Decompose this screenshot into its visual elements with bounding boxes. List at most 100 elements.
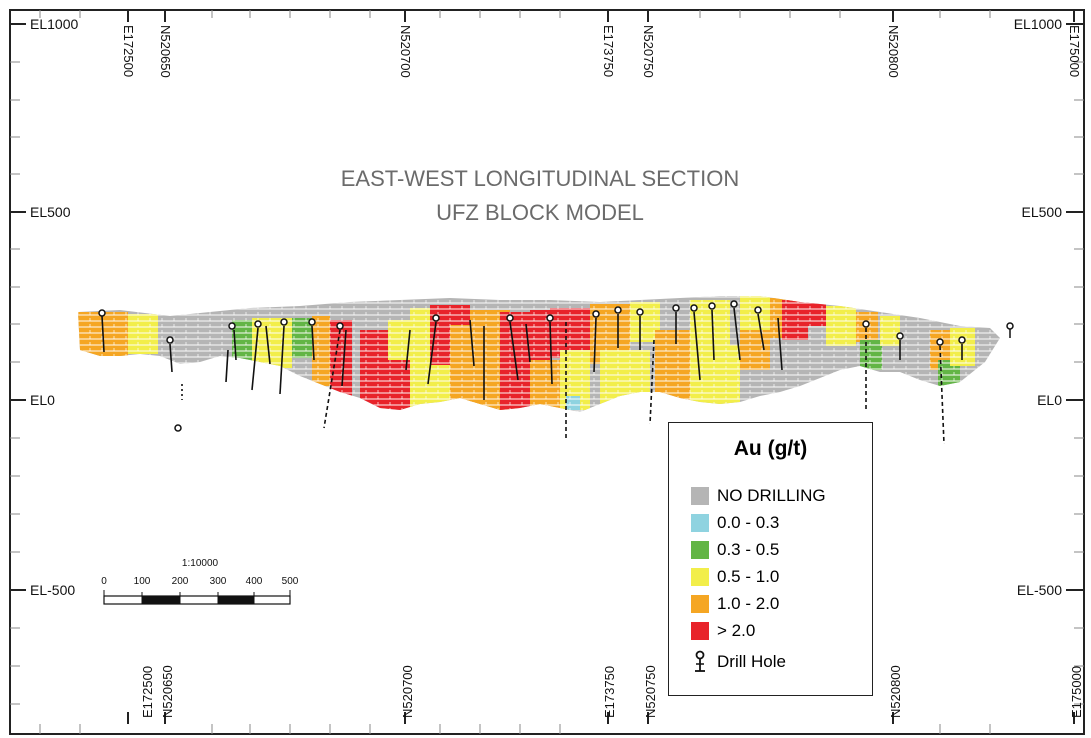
drill-trace (427, 321, 437, 385)
section-title: EAST-WEST LONGITUDINAL SECTION (341, 166, 740, 191)
legend-label: > 2.0 (717, 621, 756, 640)
drill-collar-icon (432, 314, 440, 322)
legend-label: 0.3 - 0.5 (717, 540, 780, 559)
legend: Au (g/t) NO DRILLING 0.0 - 0.3 0.3 - 0.5… (668, 422, 873, 696)
drill-collar-icon (166, 336, 174, 344)
legend-item-drill-hole: Drill Hole (691, 650, 786, 673)
el0-right-label: EL0 (1037, 392, 1062, 408)
block-model (78, 296, 1000, 412)
drill-collar-icon (254, 320, 262, 328)
legend-swatch (691, 595, 709, 613)
drill-collar-icon (754, 306, 762, 314)
bottom-n520750-label: N520750 (643, 665, 658, 718)
drill-trace (169, 343, 173, 373)
legend-swatch (691, 568, 709, 586)
drill-collar-icon (708, 302, 716, 310)
drill-trace (233, 329, 237, 361)
drill-trace (939, 345, 945, 445)
drill-trace (279, 325, 285, 395)
top-n520800-label: N520800 (886, 25, 901, 78)
drill-collars (98, 300, 1014, 432)
top-n520650-label: N520650 (158, 25, 173, 78)
drill-collar-icon (98, 309, 106, 317)
drill-trace (225, 349, 229, 383)
drill-trace (693, 311, 701, 381)
scale-ratio: 1:10000 (182, 558, 219, 569)
el0-left-label: EL0 (30, 392, 55, 408)
map-frame (9, 9, 1085, 735)
drill-trace (251, 327, 259, 391)
legend-swatch (691, 514, 709, 532)
legend-swatch (691, 541, 709, 559)
legend-label: 1.0 - 2.0 (717, 594, 780, 613)
drill-collar-icon (592, 310, 600, 318)
legend-item: > 2.0 (691, 620, 755, 642)
bottom-e175000-label: E175000 (1069, 666, 1084, 718)
legend-label: NO DRILLING (717, 486, 826, 505)
scale-tick-label: 200 (172, 576, 189, 587)
scale-tick-label: 300 (210, 576, 227, 587)
drill-collar-icon (936, 338, 944, 346)
drill-trace (711, 309, 715, 361)
top-grid-labels: E172500 N520650 N520700 E173750 N520750 … (121, 10, 1082, 78)
side-ticks (10, 61, 1084, 705)
legend-item: 0.0 - 0.3 (691, 512, 779, 534)
drill-trace (469, 319, 475, 367)
bottom-e173750-label: E173750 (602, 666, 617, 718)
drill-collar-icon (280, 318, 288, 326)
legend-swatch (691, 487, 709, 505)
legend-item: 0.3 - 0.5 (691, 539, 779, 561)
el500-left-label: EL500 (30, 204, 71, 220)
drill-trace (509, 321, 519, 381)
drill-trace (341, 329, 347, 387)
el1000-left-label: EL1000 (30, 16, 78, 32)
legend-item: 0.5 - 1.0 (691, 566, 779, 588)
drill-collar-icon (636, 308, 644, 316)
drill-collar-icon (730, 300, 738, 308)
drill-collar-icon (308, 318, 316, 326)
scale-tick-label: 400 (246, 576, 263, 587)
drill-trace (649, 339, 655, 425)
bottom-n520700-label: N520700 (400, 665, 415, 718)
section-subtitle: UFZ BLOCK MODEL (436, 200, 644, 225)
edge-ticks (39, 10, 991, 734)
drill-traces (101, 307, 963, 445)
drill-trace (593, 317, 597, 373)
el-minus500-right-label: EL-500 (1017, 582, 1062, 598)
drill-trace (757, 313, 765, 351)
drill-collar-icon (228, 322, 236, 330)
drill-trace (101, 315, 105, 353)
drill-collar-icon (546, 314, 554, 322)
legend-item: 1.0 - 2.0 (691, 593, 779, 615)
drill-hole-label: Drill Hole (717, 652, 786, 671)
top-e172500-label: E172500 (121, 25, 136, 77)
el1000-right-label: EL1000 (1014, 16, 1062, 32)
legend-label: 0.0 - 0.3 (717, 513, 780, 532)
legend-title: Au (g/t) (733, 437, 808, 460)
drill-collar-icon (614, 306, 622, 314)
bottom-grid-labels: E172500 N520650 N520700 E173750 N520750 … (127, 665, 1084, 724)
scale-bar: 1:10000 0 100 200 300 400 500 (101, 558, 299, 605)
legend-swatch (691, 622, 709, 640)
drill-trace (777, 317, 783, 371)
drill-trace (525, 323, 531, 363)
scale-tick-label: 0 (101, 576, 107, 587)
drill-collar-icon (1006, 322, 1014, 330)
drill-trace (265, 325, 271, 365)
legend-label: 0.5 - 1.0 (717, 567, 780, 586)
legend-item: NO DRILLING (691, 485, 826, 507)
drill-trace (311, 325, 315, 361)
el500-right-label: EL500 (1022, 204, 1063, 220)
elevation-labels: EL1000 EL500 EL0 EL-500 EL1000 EL500 EL0… (10, 16, 1084, 598)
el-minus500-left-label: EL-500 (30, 582, 75, 598)
drill-collar-icon (672, 304, 680, 312)
drill-collar-icon (896, 332, 904, 340)
drill-collar-icon (506, 314, 514, 322)
bottom-n520800-label: N520800 (888, 665, 903, 718)
drill-collar-icon (336, 322, 344, 330)
bottom-e172500-label: E172500 (140, 666, 155, 718)
drill-trace (405, 329, 411, 371)
top-n520700-label: N520700 (398, 25, 413, 78)
scale-tick-label: 500 (282, 576, 299, 587)
